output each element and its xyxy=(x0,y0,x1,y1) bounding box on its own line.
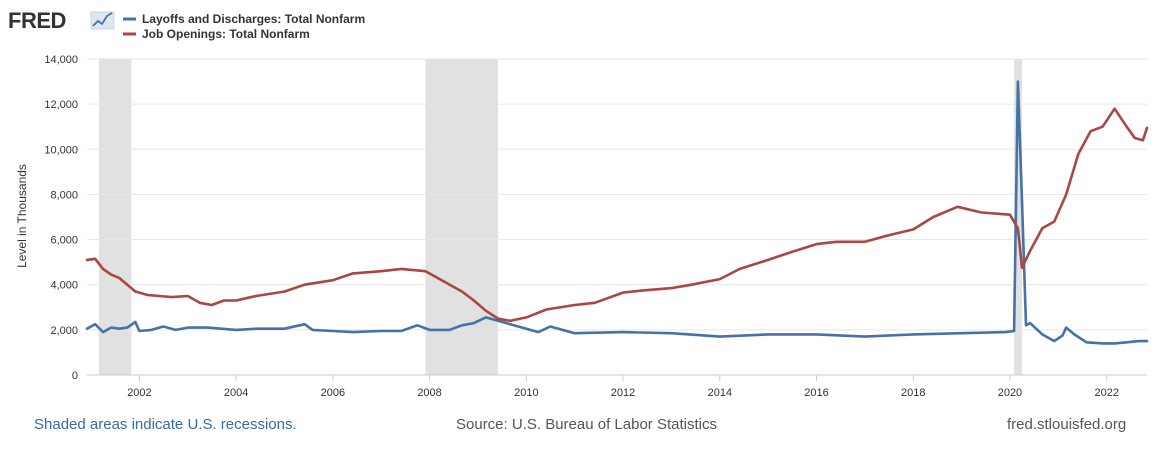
y-tick-label: 4,000 xyxy=(50,280,78,292)
fred-logo-graph-icon xyxy=(90,11,115,30)
legend-label: Layoffs and Discharges: Total Nonfarm xyxy=(142,12,365,26)
legend: Layoffs and Discharges: Total NonfarmJob… xyxy=(123,12,365,41)
plot-area: 0 2,000 4,000 6,000 8,000 10,000 12,000 14,000 2… xyxy=(44,54,1149,399)
y-tick-label: 12,000 xyxy=(44,99,78,111)
y-tick-label: 14,000 xyxy=(44,54,78,66)
fred-site-link[interactable]: fred.stlouisfed.org xyxy=(1007,416,1127,433)
fred-logo-text: FRED xyxy=(8,8,66,33)
recession-note-link[interactable]: Shaded areas indicate U.S. recessions. xyxy=(34,416,297,433)
x-tick-label: 2004 xyxy=(224,387,248,399)
legend-label: Job Openings: Total Nonfarm xyxy=(142,27,310,41)
x-tick-label: 2012 xyxy=(611,387,635,399)
source-note: Source: U.S. Bureau of Labor Statistics xyxy=(456,416,717,433)
x-tick-label: 2022 xyxy=(1095,387,1119,399)
x-tick-label: 2014 xyxy=(708,387,732,399)
x-tick-label: 2010 xyxy=(514,387,538,399)
x-tick-label: 2008 xyxy=(417,387,441,399)
x-tick-label: 2020 xyxy=(998,387,1022,399)
y-tick-label: 8,000 xyxy=(50,189,78,201)
y-tick-label: 2,000 xyxy=(50,325,78,337)
y-tick-label: 6,000 xyxy=(50,235,78,247)
fred-logo[interactable]: FRED xyxy=(8,8,115,33)
x-tick-label: 2016 xyxy=(804,387,828,399)
recession-band xyxy=(98,59,132,375)
x-tick-label: 2002 xyxy=(127,387,151,399)
y-axis-label: Level in Thousands xyxy=(15,164,29,268)
series-line-job-openings[interactable] xyxy=(85,107,1149,323)
recession-band xyxy=(425,59,499,375)
series-line-layoffs[interactable] xyxy=(85,80,1149,345)
x-tick-label: 2006 xyxy=(321,387,345,399)
recession-band xyxy=(1014,59,1023,375)
y-tick-label: 10,000 xyxy=(44,144,78,156)
y-tick-label: 0 xyxy=(72,370,78,382)
x-tick-label: 2018 xyxy=(901,387,925,399)
